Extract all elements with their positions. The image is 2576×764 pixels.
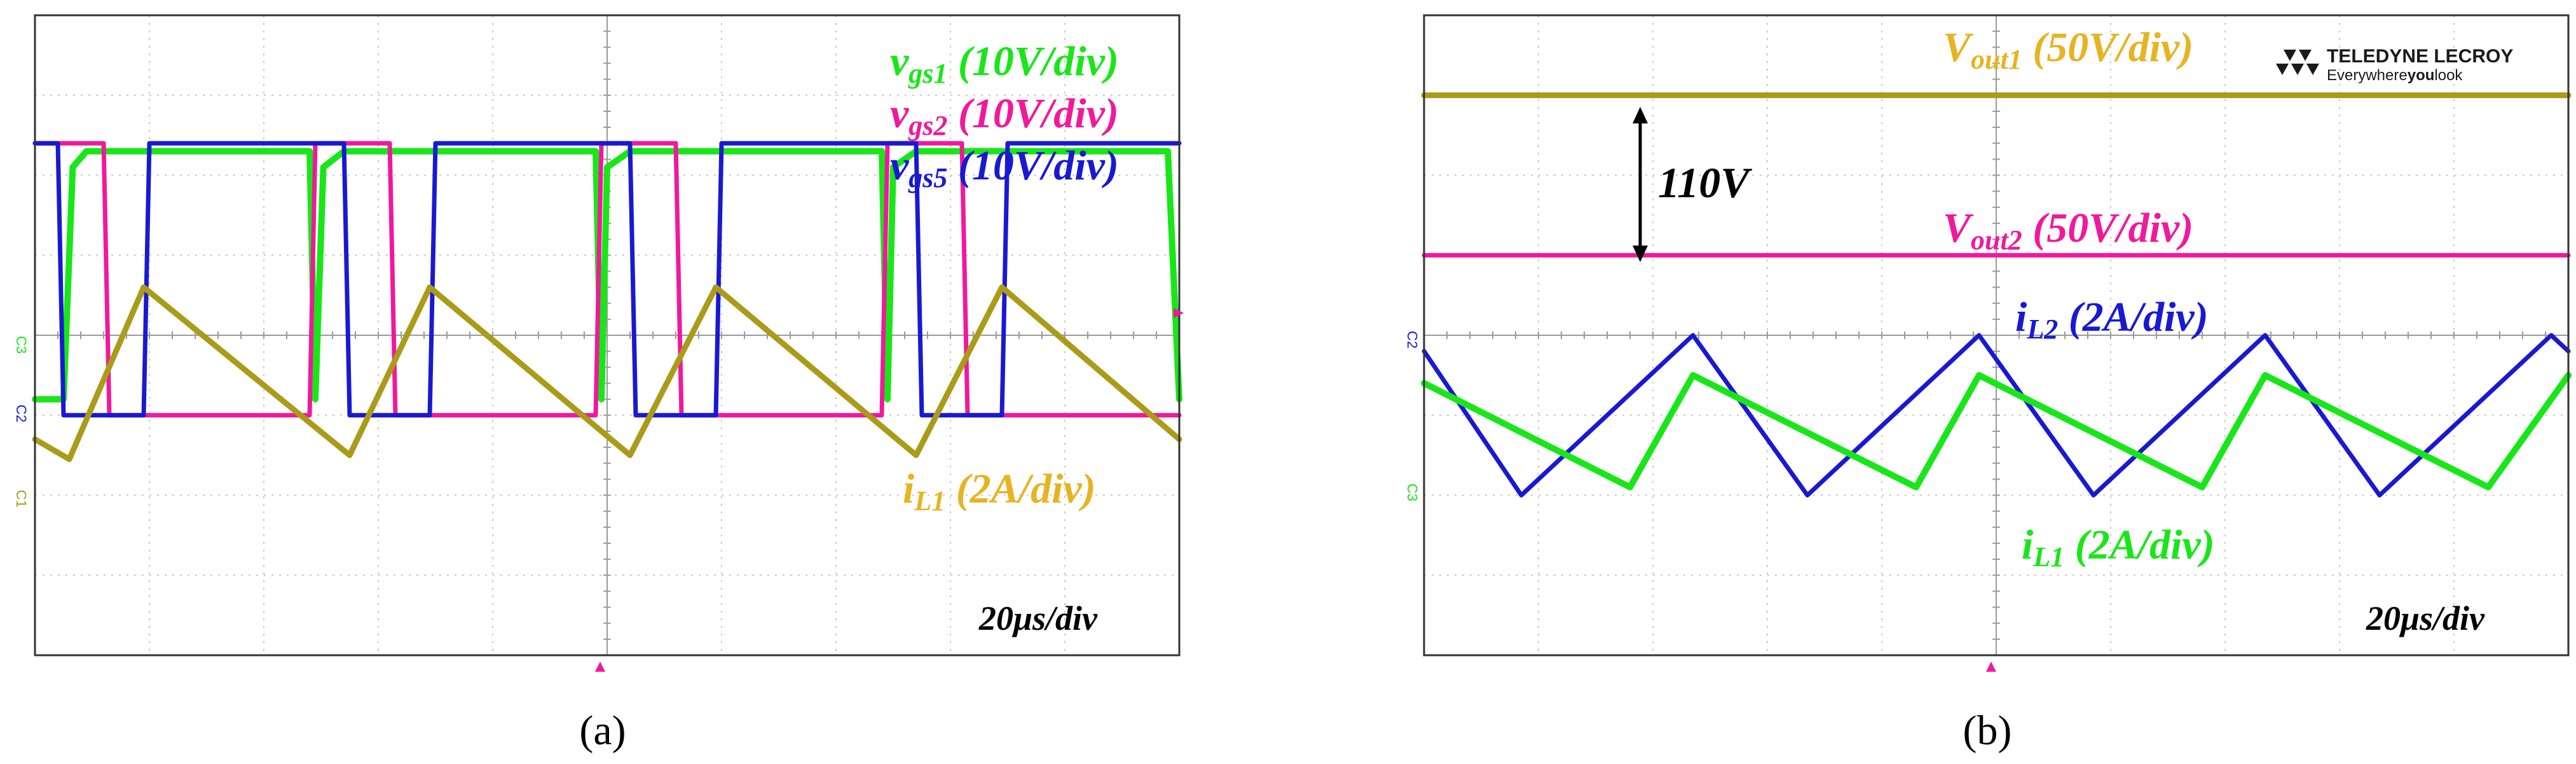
caption-a: (a) bbox=[579, 707, 626, 754]
caption-b: (b) bbox=[1963, 707, 2012, 754]
arrow-up-icon bbox=[1633, 107, 1648, 123]
label-vout1: Vout1 (50V/div) bbox=[1943, 24, 2193, 75]
plot-frame bbox=[34, 14, 1181, 656]
series-a-vgs2 bbox=[32, 141, 1182, 418]
series-a-il1 bbox=[32, 284, 1182, 462]
teledyne-lecroy-logo: TELEDYNE LECROY Everywhereyoulook bbox=[2276, 46, 2513, 84]
annotation-110v: 110V bbox=[1658, 158, 1752, 207]
plot-frame bbox=[1423, 14, 2570, 656]
panel-a-svg: vgs1 (10V/div) vgs2 (10V/div) vgs5 (10V/… bbox=[13, 14, 1184, 754]
channel-marker-c2-a: C2 bbox=[13, 405, 29, 422]
brand-tagline: Everywhereyoulook bbox=[2327, 67, 2463, 84]
channel-marker-c1-a: C1 bbox=[13, 490, 29, 508]
label-il2: iL2 (2A/div) bbox=[2015, 294, 2209, 345]
voltage-difference-annotation: 110V bbox=[1633, 107, 1752, 262]
label-vgs1: vgs1 (10V/div) bbox=[890, 38, 1119, 89]
trigger-time-arrow-b bbox=[1986, 662, 1996, 672]
panel-b: Vout1 (50V/div) Vout2 (50V/div) iL2 (2A/… bbox=[1399, 0, 2576, 764]
trigger-time-arrow-a bbox=[595, 662, 605, 672]
channel-marker-c3-a: C3 bbox=[13, 336, 29, 354]
panel-b-frame bbox=[1423, 14, 2570, 656]
channel-marker-c2-b: C2 bbox=[1404, 331, 1420, 349]
label-il1-b: iL1 (2A/div) bbox=[2022, 522, 2215, 573]
panel-a: vgs1 (10V/div) vgs2 (10V/div) vgs5 (10V/… bbox=[0, 0, 1208, 764]
panel-b-traces bbox=[1421, 92, 2572, 497]
arrow-down-icon bbox=[1633, 246, 1648, 262]
series-b-il2 bbox=[1422, 333, 2571, 497]
label-vgs2: vgs2 (10V/div) bbox=[890, 90, 1119, 141]
panel-a-traces bbox=[32, 141, 1182, 462]
timebase-b: 20μs/div bbox=[2366, 599, 2485, 637]
label-vout2: Vout2 (50V/div) bbox=[1943, 205, 2193, 256]
label-il1-a: iL1 (2A/div) bbox=[903, 466, 1096, 517]
label-vgs5: vgs5 (10V/div) bbox=[890, 142, 1119, 193]
teledyne-logo-icon bbox=[2276, 50, 2319, 75]
panel-a-frame bbox=[34, 14, 1181, 656]
channel-marker-c3-b: C3 bbox=[1404, 483, 1420, 501]
series-b-il1 bbox=[1421, 372, 2572, 490]
timebase-a: 20μs/div bbox=[978, 599, 1098, 637]
panel-b-grid bbox=[1423, 15, 2569, 656]
panel-b-svg: Vout1 (50V/div) Vout2 (50V/div) iL2 (2A/… bbox=[1404, 14, 2572, 754]
brand-name: TELEDYNE LECROY bbox=[2327, 46, 2513, 67]
trigger-level-arrow-a bbox=[1174, 308, 1184, 318]
